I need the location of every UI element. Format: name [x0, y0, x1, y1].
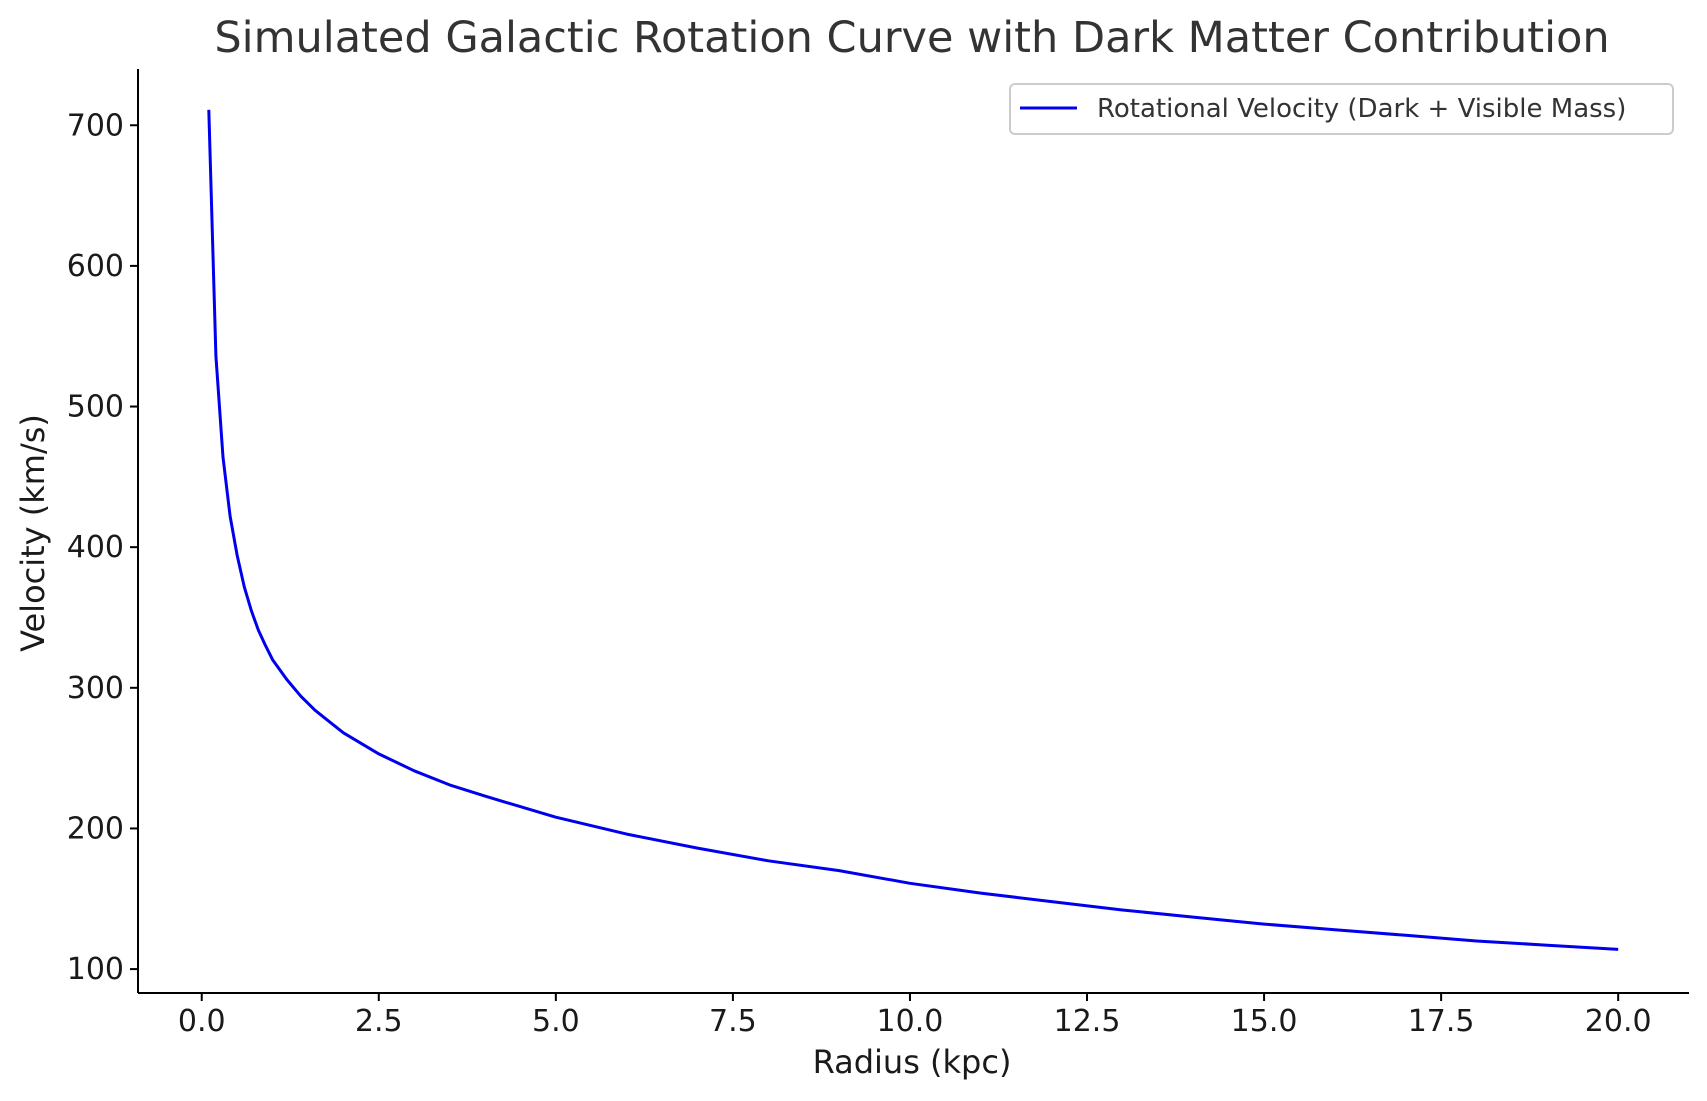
- x-axis-label: Radius (kpc): [813, 1043, 1012, 1081]
- y-ticks: 100 200 300 400 500 600 700: [67, 108, 138, 987]
- x-tick-label: 2.5: [355, 1004, 403, 1039]
- series-layer: [207, 109, 1619, 951]
- legend-box: [1009, 83, 1674, 135]
- y-tick-label: 600: [67, 249, 124, 284]
- legend-label: Rotational Velocity (Dark + Visible Mass…: [1097, 94, 1626, 124]
- y-tick-label: 700: [67, 108, 124, 143]
- legend: Rotational Velocity (Dark + Visible Mass…: [1009, 83, 1674, 135]
- x-ticks: 0.0 2.5 5.0 7.5 10.0 12.5 15.0 17.5 20.0: [178, 993, 1652, 1039]
- y-tick-label: 500: [67, 390, 124, 425]
- y-axis-label: Velocity (km/s): [14, 414, 52, 652]
- x-tick-label: 12.5: [1054, 1004, 1121, 1039]
- axes: [137, 69, 1689, 994]
- chart-title: Simulated Galactic Rotation Curve with D…: [214, 13, 1609, 63]
- x-tick-label: 0.0: [178, 1004, 226, 1039]
- x-tick-label: 10.0: [877, 1004, 944, 1039]
- x-tick-label: 20.0: [1585, 1004, 1652, 1039]
- x-tick-label: 7.5: [709, 1004, 757, 1039]
- y-tick-label: 200: [67, 811, 124, 846]
- x-tick-label: 15.0: [1231, 1004, 1298, 1039]
- y-tick-label: 400: [67, 530, 124, 565]
- series-line: [207, 109, 1619, 951]
- y-tick-label: 100: [67, 952, 124, 987]
- x-tick-label: 5.0: [532, 1004, 580, 1039]
- y-tick-label: 300: [67, 671, 124, 706]
- x-tick-label: 17.5: [1408, 1004, 1475, 1039]
